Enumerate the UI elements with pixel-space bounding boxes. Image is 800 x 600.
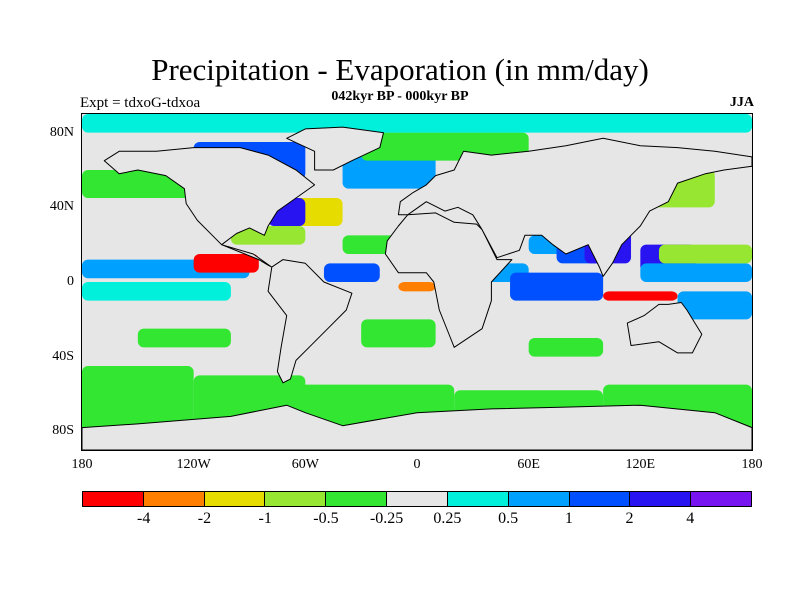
land-layer xyxy=(82,126,752,450)
colorbar-box xyxy=(387,492,448,506)
australia-outline xyxy=(626,302,703,354)
field-region-8 xyxy=(528,338,604,357)
colorbar-level-label: -2 xyxy=(197,510,212,527)
colorbar-level-label: -0.5 xyxy=(313,510,339,527)
colorbar-box xyxy=(569,492,631,506)
lon-tick-label: 120W xyxy=(176,457,211,472)
field-region-7 xyxy=(361,319,436,348)
colorbar-level-label: 1 xyxy=(564,510,573,527)
colorbar-level-label: -1 xyxy=(258,510,272,527)
lon-tick-label: 180 xyxy=(71,457,93,472)
greenland-outline xyxy=(286,126,384,171)
map-plot xyxy=(82,114,752,450)
field-region-27 xyxy=(677,291,752,320)
lat-tick-label: 40N xyxy=(49,199,74,215)
field-region-18 xyxy=(510,272,604,301)
page-subtitle: 042kyr BP - 000kyr BP xyxy=(331,89,469,104)
colorbar-level-label: -0.25 xyxy=(369,510,404,527)
field-region-11 xyxy=(193,254,259,273)
colorbar-level-label: 0.5 xyxy=(498,510,519,527)
colorbar-level-label: -4 xyxy=(137,510,151,527)
colorbar-box xyxy=(447,492,509,506)
map-panel xyxy=(81,113,753,451)
field-region-12 xyxy=(230,226,306,245)
colorbar-box xyxy=(265,492,327,506)
lat-tick-label: 80N xyxy=(49,124,74,140)
field-region-28 xyxy=(82,170,194,198)
colorbar-box xyxy=(204,492,266,506)
colorbar-box xyxy=(630,492,692,506)
lon-tick-label: 120E xyxy=(625,457,656,472)
field-region-14 xyxy=(323,263,380,282)
africa-outline xyxy=(384,212,513,348)
field-region-25 xyxy=(640,263,752,282)
colorbar-level-label: 0.25 xyxy=(433,510,462,527)
colorbar-box xyxy=(143,492,205,506)
lon-tick-label: 60W xyxy=(291,457,319,472)
field-region-1 xyxy=(82,366,194,432)
lat-tick-label: 40S xyxy=(52,348,74,364)
lat-tick-label: 80S xyxy=(52,423,74,439)
colorbar-level-label: 4 xyxy=(686,510,695,527)
lon-tick-label: 60E xyxy=(517,457,540,472)
colorbar xyxy=(82,491,752,507)
field-region-10 xyxy=(82,282,231,301)
eurasia-outline xyxy=(397,137,752,277)
colorbar-box xyxy=(326,492,388,506)
colorbar-box xyxy=(508,492,570,506)
south-america-outline xyxy=(267,259,353,384)
field-region-34 xyxy=(361,132,529,161)
field-region-35 xyxy=(82,114,752,133)
experiment-label: Expt = tdxoG-tdxoa xyxy=(80,95,201,111)
antarctica-outline xyxy=(82,404,752,450)
field-region-16 xyxy=(398,282,436,292)
page-title: Precipitation - Evaporation (in mm/day) xyxy=(151,52,649,87)
field-region-23 xyxy=(603,291,678,301)
colorbar-box xyxy=(83,492,144,506)
lon-tick-label: 180 xyxy=(741,457,763,472)
field-region-26 xyxy=(658,244,752,264)
colorbar-level-label: 2 xyxy=(625,510,634,527)
lon-tick-label: 0 xyxy=(413,457,421,472)
field-region-6 xyxy=(137,328,231,348)
lat-tick-label: 0 xyxy=(67,274,74,289)
colorbar-box xyxy=(691,492,751,506)
season-label: JJA xyxy=(729,95,754,110)
north-america-outline xyxy=(103,147,316,268)
